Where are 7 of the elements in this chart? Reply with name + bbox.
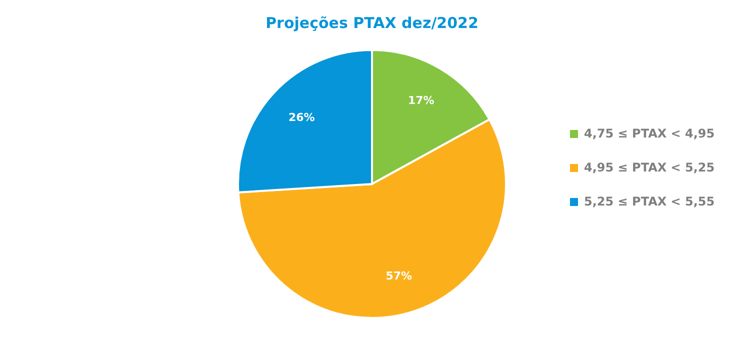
chart-title: Projeções PTAX dez/2022 bbox=[266, 14, 478, 32]
data-label: 26% bbox=[288, 110, 315, 124]
legend-label: 4,75 ≤ PTAX < 4,95 bbox=[584, 126, 715, 140]
legend-label: 5,25 ≤ PTAX < 5,55 bbox=[584, 194, 715, 208]
data-label: 57% bbox=[386, 270, 412, 283]
data-label: 17% bbox=[408, 94, 434, 107]
legend-label: 4,95 ≤ PTAX < 5,25 bbox=[584, 160, 715, 174]
